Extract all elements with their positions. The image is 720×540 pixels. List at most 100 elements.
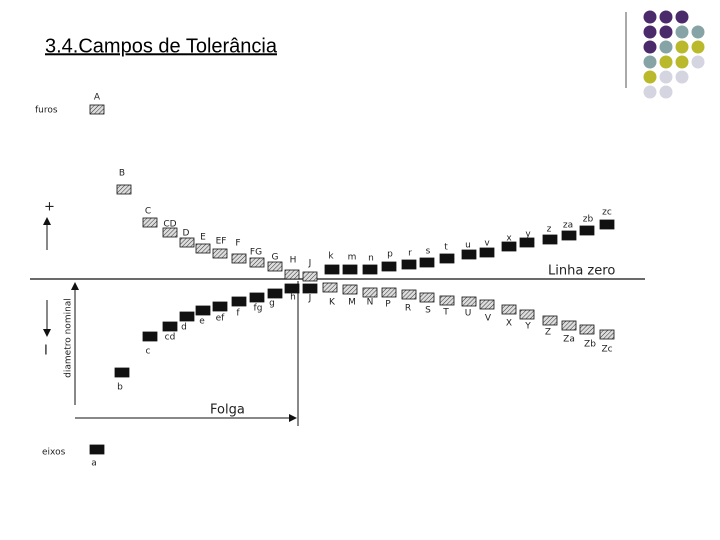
hole-field — [249, 257, 265, 268]
dot — [691, 55, 705, 69]
dot — [675, 55, 689, 69]
dot — [675, 40, 689, 54]
minus-sign: I — [44, 344, 48, 359]
shaft-field — [231, 296, 247, 307]
field-label: z — [547, 225, 552, 235]
dot — [659, 55, 673, 69]
field-label: cd — [165, 333, 176, 343]
dot — [643, 85, 657, 99]
hole-field — [381, 287, 397, 298]
dot — [659, 85, 673, 99]
dot — [675, 70, 689, 84]
shaft-field — [461, 249, 477, 260]
field-label: k — [328, 252, 334, 262]
dot — [675, 10, 689, 24]
dot — [691, 40, 705, 54]
field-label: CD — [163, 220, 176, 230]
field-label: zb — [583, 215, 594, 225]
shaft-field — [479, 247, 495, 258]
field-label: g — [269, 299, 275, 309]
field-label: za — [563, 221, 573, 231]
field-label: r — [408, 249, 412, 259]
field-label: b — [117, 383, 123, 393]
hole-field — [579, 324, 595, 335]
hole-field — [212, 248, 228, 259]
dot — [643, 70, 657, 84]
field-label: v — [484, 239, 490, 249]
field-label: s — [426, 247, 431, 257]
field-label: Za — [563, 335, 575, 345]
shaft-field — [561, 230, 577, 241]
field-label: p — [387, 250, 393, 260]
field-label: Zb — [584, 340, 596, 350]
field-label: u — [465, 241, 471, 251]
hole-field — [561, 320, 577, 331]
field-label: K — [329, 298, 336, 308]
field-label: C — [145, 207, 151, 217]
field-label: FG — [250, 248, 262, 258]
shaft-field — [579, 225, 595, 236]
hole-field — [267, 261, 283, 272]
dot — [659, 70, 673, 84]
hole-field — [501, 304, 517, 315]
dot — [643, 10, 657, 24]
eixos-label: eixos — [42, 448, 66, 458]
dot — [643, 25, 657, 39]
field-label: G — [272, 253, 279, 263]
shaft-field — [542, 234, 558, 245]
field-label: H — [290, 256, 297, 266]
shaft-field — [342, 264, 358, 275]
plus-sign: + — [44, 200, 55, 215]
hole-field — [142, 217, 158, 228]
dot — [659, 25, 673, 39]
hole-field — [231, 253, 247, 264]
field-label: R — [405, 304, 411, 314]
shaft-field — [439, 253, 455, 264]
hole-field — [89, 104, 105, 115]
field-label: zc — [602, 208, 612, 218]
title: 3.4.Campos de Tolerância — [45, 35, 278, 57]
field-label: S — [425, 306, 431, 316]
field-label: e — [199, 317, 205, 327]
field-label: E — [200, 233, 206, 243]
shaft-field — [267, 288, 283, 299]
field-label: y — [525, 230, 531, 240]
field-label: h — [290, 293, 296, 303]
clearance-label: Folga — [210, 403, 245, 418]
shaft-field — [419, 257, 435, 268]
dot — [691, 25, 705, 39]
hole-field — [542, 315, 558, 326]
shaft-field — [114, 367, 130, 378]
field-label: EF — [216, 237, 227, 247]
hole-field — [162, 227, 178, 238]
hole-field — [519, 309, 535, 320]
hole-field — [179, 237, 195, 248]
hole-field — [401, 289, 417, 300]
field-label: fg — [254, 304, 263, 314]
hole-field — [302, 271, 318, 282]
field-label: D — [183, 229, 190, 239]
shaft-field — [142, 331, 158, 342]
field-label: Z — [545, 328, 551, 338]
shaft-field — [599, 219, 615, 230]
hole-field — [342, 284, 358, 295]
field-label: Zc — [601, 345, 612, 355]
field-label: ef — [216, 314, 226, 324]
shaft-field — [519, 237, 535, 248]
shaft-field — [362, 264, 378, 275]
axis-label: diametro nominal — [64, 298, 74, 378]
field-label: N — [367, 298, 374, 308]
field-label: n — [368, 254, 374, 264]
shaft-field — [89, 444, 105, 455]
dot — [643, 55, 657, 69]
shaft-field — [284, 283, 300, 294]
shaft-field — [179, 311, 195, 322]
field-label: T — [442, 308, 449, 318]
field-label: t — [444, 243, 448, 253]
hole-field — [479, 299, 495, 310]
shaft-field — [212, 301, 228, 312]
dot — [659, 40, 673, 54]
hole-field — [461, 296, 477, 307]
shaft-field — [324, 264, 340, 275]
